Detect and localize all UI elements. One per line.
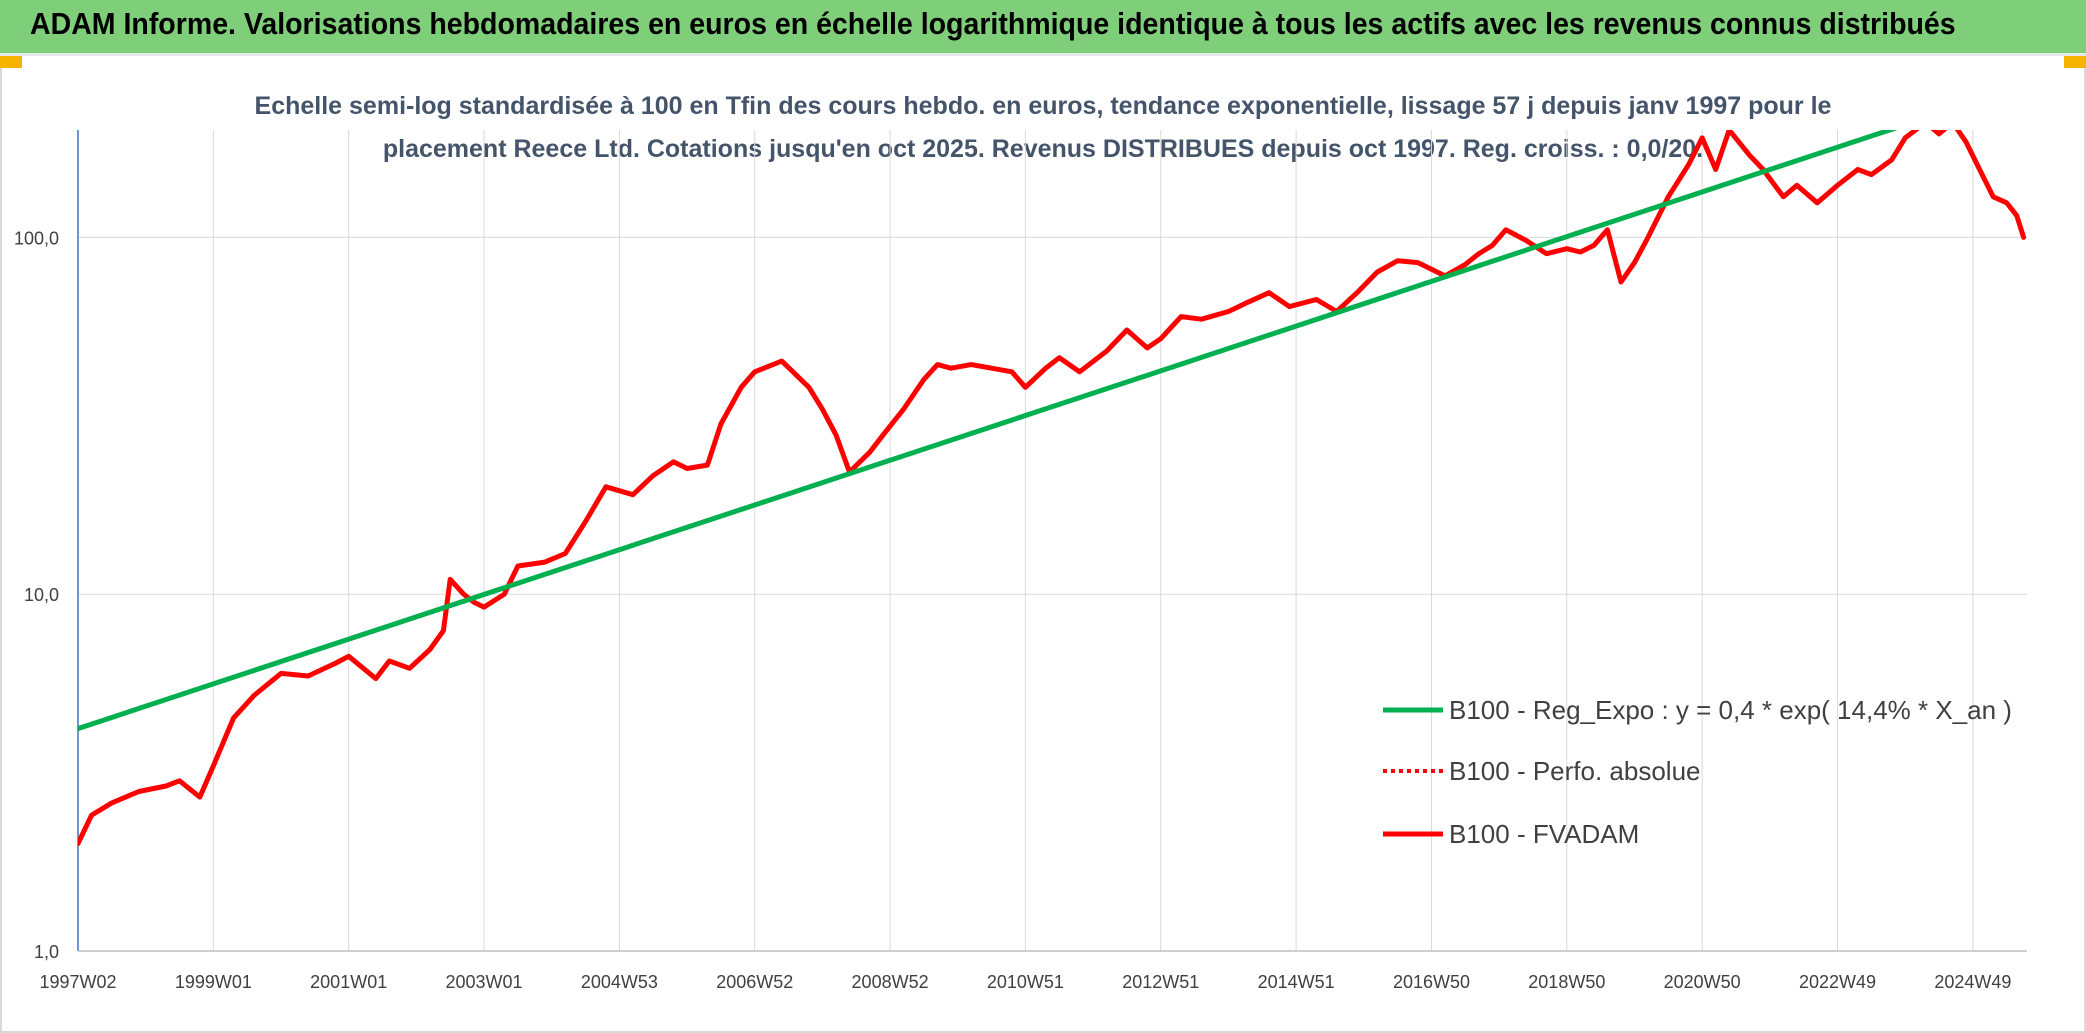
gridlines [78,130,2027,952]
axes: 1997W02 1999W01 2001W01 2003W01 2004W53 2006W… [14,130,2027,992]
legend-label: B100 - Perfo. absolue [1449,756,1701,786]
x-tick-label: 2018W50 [1528,972,1605,992]
page-title: ADAM Informe. Valorisations hebdomadaire… [30,6,1956,41]
series-lines [78,130,2027,847]
x-tick-label: 2016W50 [1393,972,1470,992]
corner-marker [2064,56,2086,68]
x-tick-label: 1999W01 [175,972,252,992]
x-tick-label: 2022W49 [1799,972,1876,992]
header-banner: ADAM Informe. Valorisations hebdomadaire… [0,0,2086,56]
series-line [78,130,1898,732]
x-tick-label: 2024W49 [1934,972,2011,992]
x-tick-label: 2014W51 [1258,972,1335,992]
corner-marker [0,56,22,68]
x-tick-label: 2010W51 [987,972,1064,992]
series-line [78,130,2027,847]
legend-label: B100 - Reg_Expo : y = 0,4 * exp( 14,4% *… [1449,695,2012,725]
x-tick-label: 2003W01 [446,972,523,992]
x-tick-label: 2008W52 [852,972,929,992]
y-tick-label: 100,0 [14,228,59,248]
x-tick-label: 1997W02 [39,972,116,992]
legend-label: B100 - FVADAM [1449,819,1639,849]
x-tick-label: 2020W50 [1664,972,1741,992]
chart-subtitle-line1: Echelle semi-log standardisée à 100 en T… [255,92,1832,120]
chart-subtitle-line2: placement Reece Ltd. Cotations jusqu'en … [383,135,1703,163]
x-tick-label: 2001W01 [310,972,387,992]
x-tick-label: 2012W51 [1122,972,1199,992]
y-tick-label: 1,0 [34,942,59,962]
x-tick-label: 2006W52 [716,972,793,992]
y-tick-label: 10,0 [24,585,59,605]
legend: B100 - Reg_Expo : y = 0,4 * exp( 14,4% *… [1383,695,2012,849]
x-tick-label: 2004W53 [581,972,658,992]
